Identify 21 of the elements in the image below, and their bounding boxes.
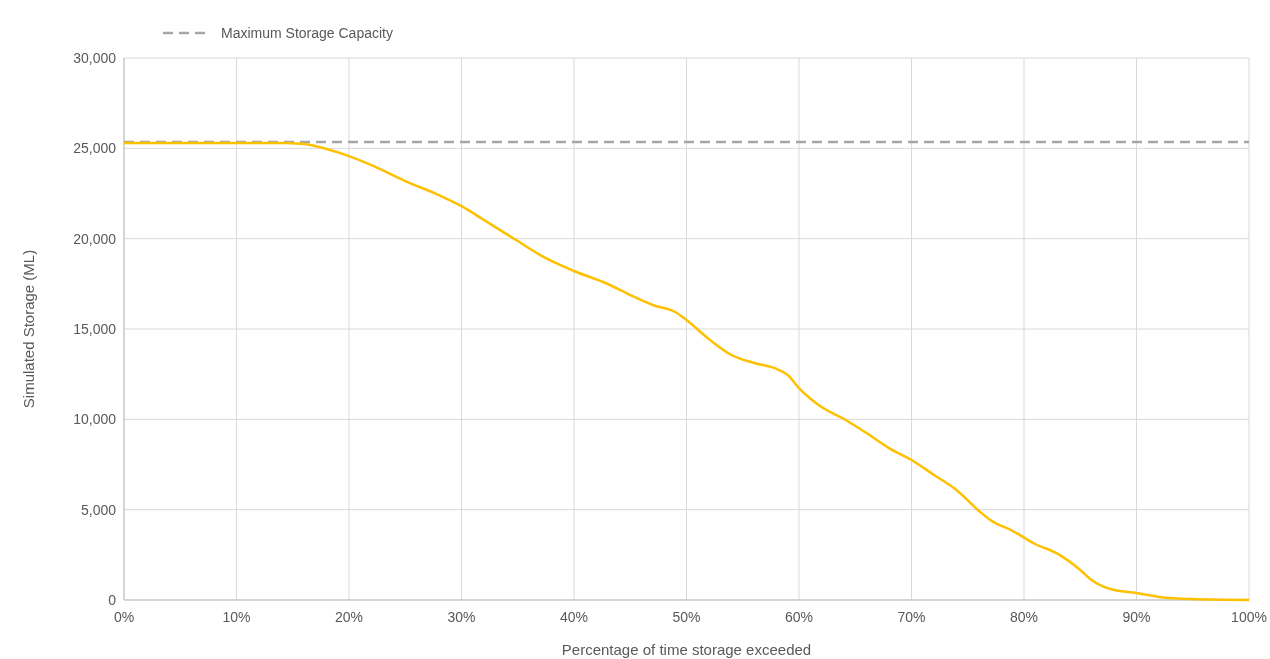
x-tick-label: 70%: [897, 609, 926, 625]
x-tick-label: 10%: [222, 609, 251, 625]
y-tick-label: 15,000: [73, 321, 117, 337]
x-tick-label: 30%: [447, 609, 476, 625]
y-tick-label: 30,000: [73, 50, 117, 66]
legend-label: Maximum Storage Capacity: [221, 25, 393, 41]
x-tick-label: 90%: [1122, 609, 1151, 625]
x-tick-label: 60%: [784, 609, 814, 625]
y-axis-title: Simulated Storage (ML): [20, 249, 37, 409]
y-tick-label: 25,000: [73, 140, 117, 157]
x-tick-label: 20%: [334, 609, 364, 625]
x-tick-label: 40%: [559, 609, 589, 625]
x-tick-label: 80%: [1009, 609, 1039, 625]
x-axis-title: Percentage of time storage exceeded: [561, 641, 812, 658]
y-tick-label: 10,000: [73, 411, 117, 428]
x-tick-label: 100%: [1231, 609, 1267, 625]
x-tick-label: 0%: [113, 609, 135, 625]
y-tick-label: 5,000: [80, 501, 117, 518]
y-tick-label: 0: [108, 592, 117, 608]
y-tick-label: 20,000: [73, 230, 117, 247]
x-tick-label: 50%: [672, 609, 701, 625]
